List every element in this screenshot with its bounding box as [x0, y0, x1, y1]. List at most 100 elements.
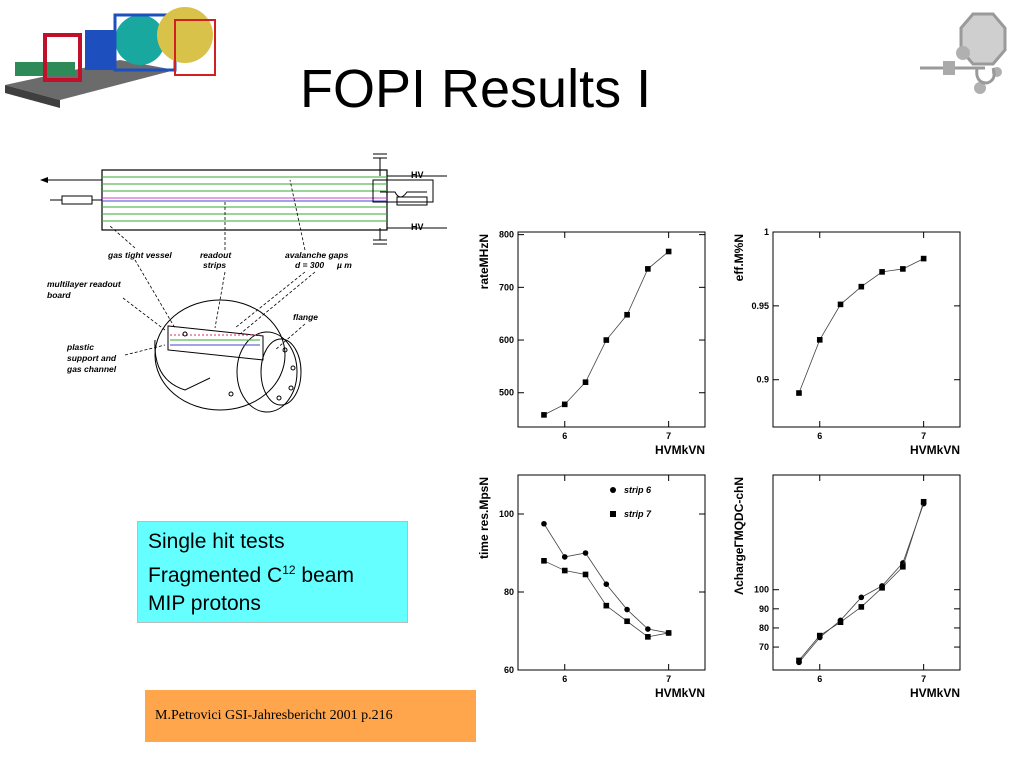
x-tick-label: 6 [562, 431, 567, 441]
label-flange: flange [293, 312, 318, 322]
x-tick-label: 7 [666, 674, 671, 684]
institute-logo [920, 12, 1007, 94]
data-point-circle [582, 550, 589, 556]
x-tick-label: 6 [817, 431, 822, 441]
bolt-holes [182, 331, 296, 401]
detector-frame-right [174, 19, 216, 76]
y-tick-label: 80 [504, 587, 514, 597]
left-resistor [61, 195, 93, 205]
plot-rate: 6 7 500 600 700 800 HVMkVN rateMHzN [477, 230, 706, 457]
data-point-circle [603, 581, 610, 587]
label-multilayer-1: multilayer readout [47, 279, 122, 289]
data-point-square [603, 337, 610, 343]
logo-dot-1 [956, 46, 970, 60]
data-point-square [665, 630, 672, 636]
logo-dot-2 [974, 82, 986, 94]
x-tick-label: 7 [921, 431, 926, 441]
label-plastic-2: support and [67, 353, 117, 363]
data-point-square [816, 632, 823, 639]
data-point-square [879, 269, 885, 275]
info-line-2-suffix: beam [295, 564, 354, 587]
y-tick-label: 1 [764, 227, 769, 237]
flange-disc [236, 331, 298, 413]
data-point-square [541, 412, 547, 418]
label-plastic-3: gas channel [66, 364, 117, 374]
data-point-square [624, 618, 630, 625]
support-outline [154, 339, 211, 391]
data-point-square [561, 401, 568, 408]
y-axis-label: eff.M%N [732, 234, 746, 281]
detector-magnet-yellow [157, 7, 213, 63]
data-point-circle [858, 594, 865, 601]
data-point-square [796, 657, 802, 664]
y-axis-label: rateMHzN [477, 234, 491, 289]
label-gas-tight-vessel: gas tight vessel [107, 250, 172, 260]
label-plastic-1: plastic [66, 342, 94, 352]
data-point-circle [645, 626, 651, 632]
data-point-circle [541, 520, 547, 527]
data-point-circle [624, 606, 630, 613]
x-tick-label: 6 [817, 674, 822, 684]
logo-octagon [959, 12, 1007, 66]
info-line-3: MIP protons [148, 592, 261, 615]
data-point-square [837, 301, 844, 308]
data-point-square [816, 337, 823, 343]
x-tick-label: 7 [921, 674, 926, 684]
info-line-1: Single hit tests [148, 530, 285, 553]
data-point-square [900, 563, 906, 570]
y-tick-label: 700 [499, 282, 514, 292]
hv-box [372, 179, 434, 203]
y-tick-label: 0.95 [751, 301, 769, 311]
detector-base-side [5, 85, 60, 108]
data-point-square [900, 266, 906, 272]
y-tick-label: 100 [499, 509, 514, 519]
label-avalanche-unit: µ m [336, 260, 352, 270]
readout-board [167, 325, 264, 361]
y-tick-label: 0.9 [756, 375, 769, 385]
series-line [798, 258, 924, 394]
data-point-square [541, 558, 547, 564]
plot-efficiency: 6 7 0.9 0.95 1 HVMkVN eff.M%N [732, 227, 961, 457]
plot-frame [517, 474, 706, 671]
data-point-square [582, 379, 589, 386]
data-point-square [582, 571, 589, 578]
hv-top-label: HV [411, 170, 424, 180]
hv-bottom-label: HV [411, 222, 424, 232]
legend-marker [610, 511, 616, 517]
data-point-square [561, 567, 568, 574]
y-axis-label: time res.MpsN [477, 477, 491, 559]
data-point-square [879, 584, 885, 591]
y-tick-label: 60 [504, 665, 514, 675]
data-point-square [603, 602, 610, 609]
detector-block-blue [85, 30, 115, 70]
label-multilayer-2: board [47, 290, 71, 300]
detector-illustration [5, 7, 216, 108]
flange-disc-back [260, 338, 302, 406]
info-line-2: Fragmented C12 beam [148, 556, 397, 590]
logo-block [943, 61, 955, 75]
data-point-square [920, 498, 927, 505]
data-point-square [858, 283, 865, 290]
label-readout-1: readout [200, 250, 232, 260]
right-resistor [396, 196, 428, 206]
data-point-circle [561, 554, 568, 560]
x-tick-label: 6 [562, 674, 567, 684]
label-avalanche-1: avalanche gaps [285, 250, 349, 260]
x-axis-label: HVMkVN [910, 686, 960, 700]
plot-frame [517, 231, 706, 428]
series-line [543, 251, 669, 416]
series-line [543, 523, 669, 634]
info-box: Single hit tests Fragmented C12 beam MIP… [137, 521, 408, 623]
detector-schematic: HV HV gas tight vessel readout strips av… [40, 153, 447, 413]
data-point-square [858, 604, 865, 610]
readout-strips-xs [170, 334, 260, 346]
legend-marker [610, 487, 616, 493]
data-point-square [796, 390, 802, 396]
x-axis-label: HVMkVN [655, 443, 705, 457]
strip-lines [102, 176, 387, 222]
detector-ring-teal [115, 15, 165, 65]
data-point-square [665, 248, 672, 255]
y-axis-label: ΛchargeΓMQDC-chN [732, 477, 746, 595]
data-point-square [837, 619, 844, 626]
y-tick-label: 600 [499, 335, 514, 345]
